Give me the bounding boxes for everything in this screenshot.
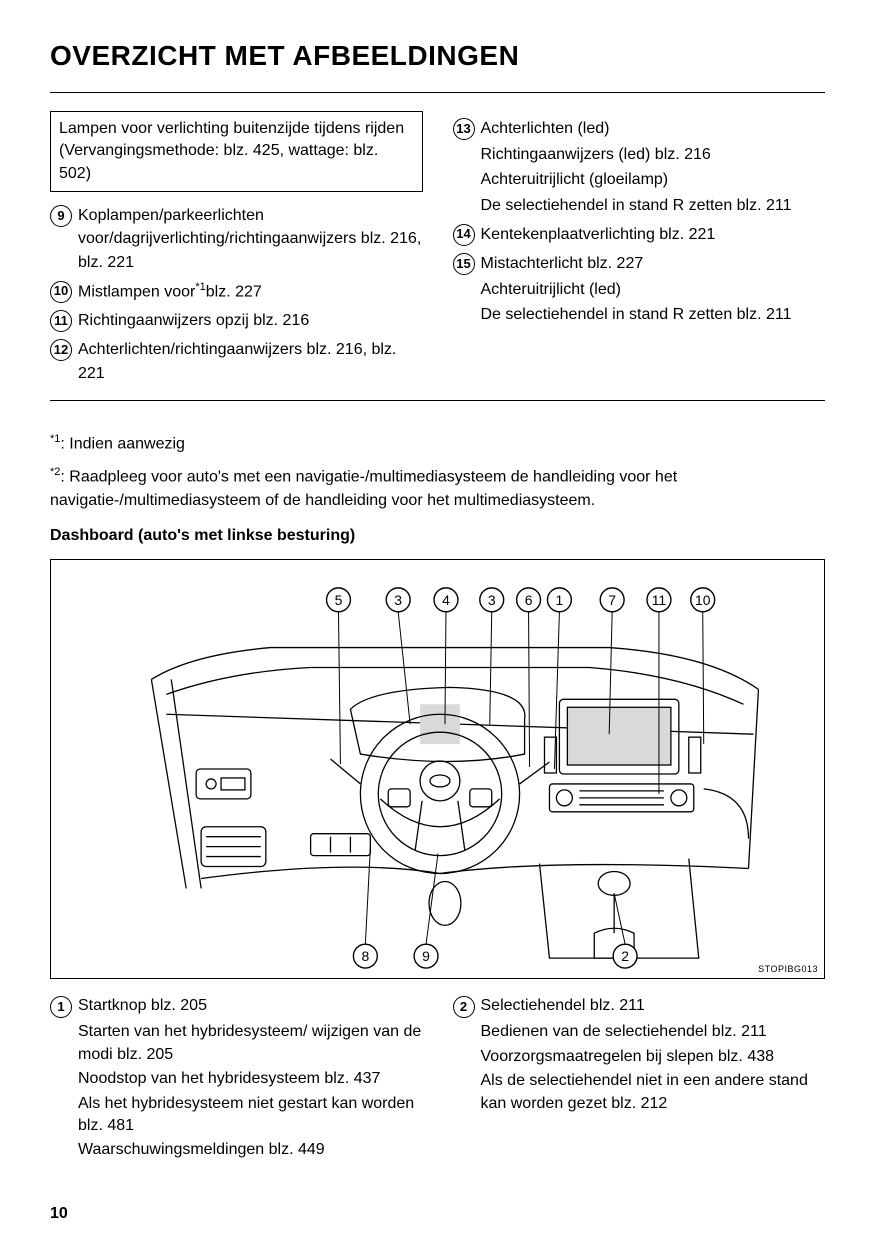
figure-code: STOPIBG013	[758, 964, 818, 974]
footnotes: *1: Indien aanwezig *2: Raadpleeg voor a…	[50, 431, 825, 514]
svg-text:7: 7	[608, 592, 616, 608]
bottom-left-column: 1 Startknop blz. 205 Starten van het hyb…	[50, 995, 423, 1161]
sub-line: Richtingaanwijzers (led) blz. 216	[453, 143, 826, 166]
item-number: 9	[50, 205, 72, 227]
item-text: Kentekenplaatverlichting blz. 221	[481, 223, 826, 246]
list-item: 13 Achterlichten (led)	[453, 117, 826, 140]
svg-text:6: 6	[525, 592, 533, 608]
sub-line: De selectiehendel in stand R zetten blz.…	[453, 194, 826, 217]
item-text: Mistachterlicht blz. 227	[481, 252, 826, 275]
list-item: 9 Koplampen/parkeerlichten voor/dagrijve…	[50, 204, 423, 274]
item-number: 10	[50, 281, 72, 303]
list-item: 12 Achterlichten/richtingaanwijzers blz.…	[50, 338, 423, 384]
bottom-columns: 1 Startknop blz. 205 Starten van het hyb…	[50, 995, 825, 1161]
page-number: 10	[50, 1205, 68, 1223]
footnote-2: *2: Raadpleeg voor auto's met een naviga…	[50, 464, 825, 513]
item-number: 15	[453, 253, 475, 275]
item-number: 11	[50, 310, 72, 332]
info-box-line: Lampen voor verlichting buitenzijde tijd…	[59, 118, 414, 140]
item-text: Achterlichten/richtingaanwijzers blz. 21…	[78, 338, 423, 384]
item-text: Selectiehendel blz. 211	[481, 995, 826, 1017]
item-text: Mistlampen voor*1blz. 227	[78, 280, 423, 304]
sub-line: Noodstop van het hybridesysteem blz. 437	[50, 1068, 423, 1090]
sub-line: Achteruitrijlicht (led)	[453, 278, 826, 301]
list-item: 1 Startknop blz. 205	[50, 995, 423, 1018]
item-text: Startknop blz. 205	[78, 995, 423, 1017]
divider-mid	[50, 400, 825, 401]
svg-text:10: 10	[695, 592, 711, 608]
svg-text:2: 2	[621, 949, 629, 965]
sub-line: De selectiehendel in stand R zetten blz.…	[453, 303, 826, 326]
item-number: 2	[453, 996, 475, 1018]
svg-text:9: 9	[422, 949, 430, 965]
svg-text:4: 4	[442, 592, 450, 608]
sub-line: Starten van het hybridesysteem/ wijzigen…	[50, 1021, 423, 1066]
sub-line: Voorzorgsmaatregelen bij slepen blz. 438	[453, 1046, 826, 1068]
left-column: Lampen voor verlichting buitenzijde tijd…	[50, 111, 423, 388]
item-text: Richtingaanwijzers opzij blz. 216	[78, 309, 423, 332]
section-heading: Dashboard (auto's met linkse besturing)	[50, 527, 825, 545]
list-item: 15 Mistachterlicht blz. 227	[453, 252, 826, 275]
sub-line: Bedienen van de selectiehendel blz. 211	[453, 1021, 826, 1043]
sub-line: Waarschuwingsmeldingen blz. 449	[50, 1139, 423, 1161]
dashboard-figure: 5 3 4 3 6 1 7 11 10 8 9 2 STOPIBG013	[50, 559, 825, 979]
two-column-section: Lampen voor verlichting buitenzijde tijd…	[50, 93, 825, 400]
item-number: 1	[50, 996, 72, 1018]
bottom-right-column: 2 Selectiehendel blz. 211 Bedienen van d…	[453, 995, 826, 1161]
svg-text:1: 1	[556, 592, 564, 608]
page-title: OVERZICHT MET AFBEELDINGEN	[50, 40, 825, 72]
svg-text:3: 3	[488, 592, 496, 608]
sub-line: Als het hybridesysteem niet gestart kan …	[50, 1093, 423, 1138]
right-column: 13 Achterlichten (led) Richtingaanwijzer…	[453, 111, 826, 388]
dashboard-svg: 5 3 4 3 6 1 7 11 10 8 9 2	[51, 560, 824, 978]
list-item: 10 Mistlampen voor*1blz. 227	[50, 280, 423, 304]
info-box: Lampen voor verlichting buitenzijde tijd…	[50, 111, 423, 192]
sub-line: Achteruitrijlicht (gloeilamp)	[453, 168, 826, 191]
list-item: 2 Selectiehendel blz. 211	[453, 995, 826, 1018]
sub-line: Als de selectiehendel niet in een andere…	[453, 1070, 826, 1115]
list-item: 14 Kentekenplaatverlichting blz. 221	[453, 223, 826, 246]
item-number: 13	[453, 118, 475, 140]
item-number: 14	[453, 224, 475, 246]
svg-text:3: 3	[394, 592, 402, 608]
svg-text:11: 11	[652, 592, 667, 608]
info-box-line: (Vervangingsmethode: blz. 425, wattage: …	[59, 140, 414, 185]
item-text: Achterlichten (led)	[481, 117, 826, 140]
item-number: 12	[50, 339, 72, 361]
item-text: Koplampen/parkeerlichten voor/dagrijverl…	[78, 204, 423, 274]
svg-text:8: 8	[361, 949, 369, 965]
list-item: 11 Richtingaanwijzers opzij blz. 216	[50, 309, 423, 332]
svg-text:5: 5	[335, 592, 343, 608]
footnote-1: *1: Indien aanwezig	[50, 431, 825, 456]
